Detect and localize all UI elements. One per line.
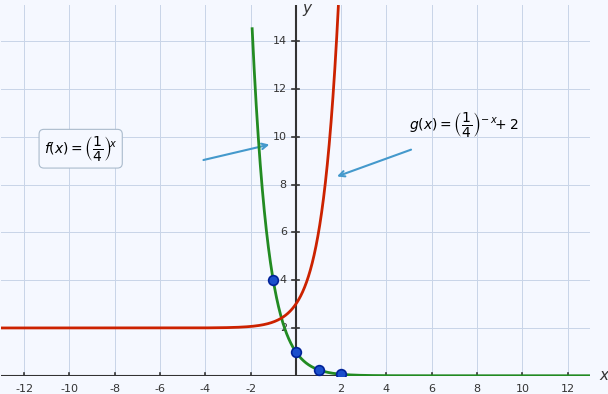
Text: 6: 6 bbox=[280, 227, 287, 237]
Text: 10: 10 bbox=[516, 384, 530, 394]
Text: y: y bbox=[303, 0, 312, 15]
Text: 12: 12 bbox=[273, 84, 287, 94]
Text: -6: -6 bbox=[154, 384, 165, 394]
Text: 2: 2 bbox=[337, 384, 345, 394]
Text: 6: 6 bbox=[428, 384, 435, 394]
Text: -8: -8 bbox=[109, 384, 120, 394]
Text: 4: 4 bbox=[383, 384, 390, 394]
Text: -4: -4 bbox=[199, 384, 211, 394]
Text: -2: -2 bbox=[245, 384, 256, 394]
Text: -10: -10 bbox=[60, 384, 78, 394]
Text: x: x bbox=[599, 368, 608, 383]
Text: 10: 10 bbox=[273, 132, 287, 142]
Text: $g(x)=\left(\dfrac{1}{4}\right)^{\!-x}\!\!+2$: $g(x)=\left(\dfrac{1}{4}\right)^{\!-x}\!… bbox=[409, 110, 519, 139]
Text: 4: 4 bbox=[280, 275, 287, 285]
Text: 2: 2 bbox=[280, 323, 287, 333]
Text: $f(x)=\left(\dfrac{1}{4}\right)^{\!x}$: $f(x)=\left(\dfrac{1}{4}\right)^{\!x}$ bbox=[44, 134, 117, 163]
Text: -12: -12 bbox=[15, 384, 33, 394]
Text: 8: 8 bbox=[474, 384, 481, 394]
Text: 8: 8 bbox=[280, 180, 287, 190]
Text: 12: 12 bbox=[561, 384, 575, 394]
Text: 14: 14 bbox=[273, 36, 287, 46]
